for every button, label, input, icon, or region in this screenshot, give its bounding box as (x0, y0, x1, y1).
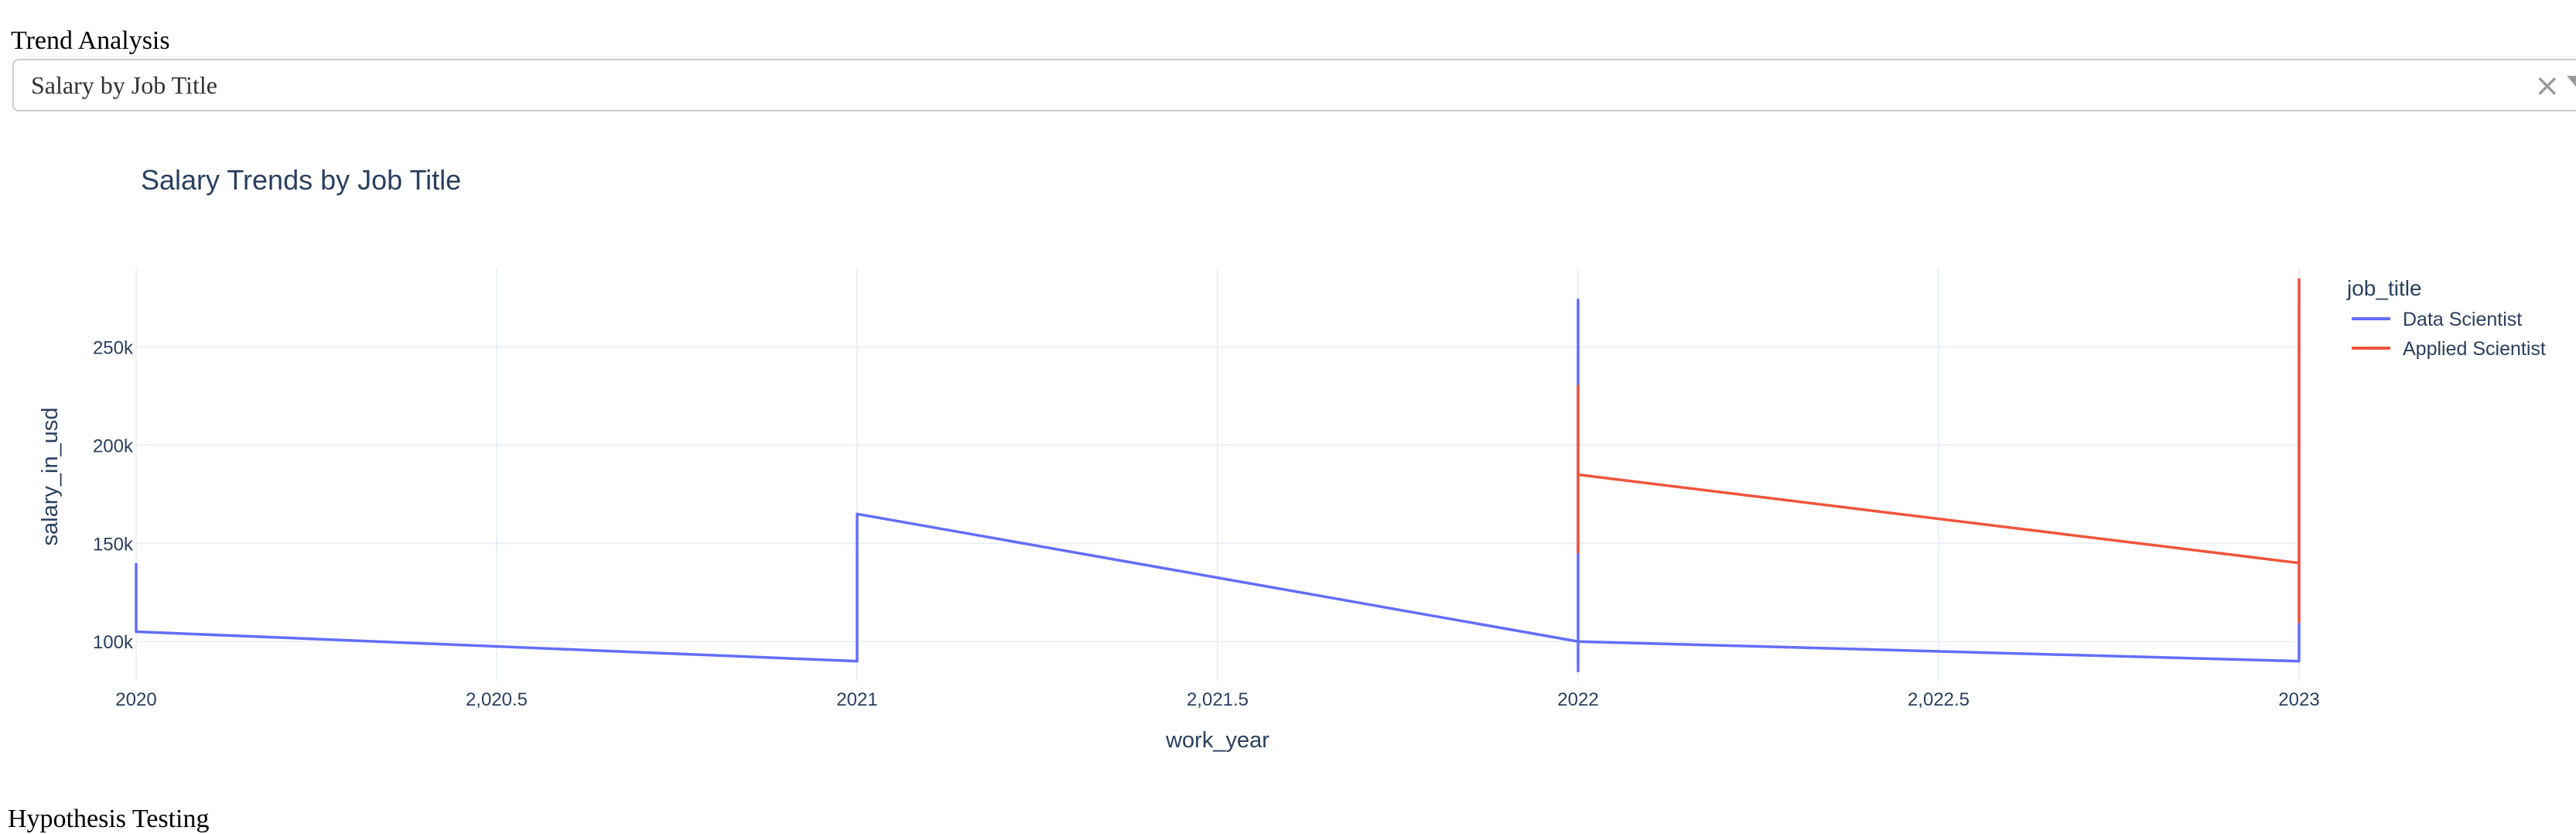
x-tick-label: 2021 (836, 689, 877, 710)
y-tick-label: 250k (93, 338, 134, 359)
legend: job_title Data Scientist Applied Scientist (2346, 276, 2546, 360)
x-axis-label: work_year (1165, 728, 1269, 753)
y-axis-label: salary_in_usd (38, 408, 63, 546)
dropdown-selected-value: Salary by Job Title (31, 71, 217, 99)
x-tick-label: 2,022.5 (1908, 689, 1970, 710)
x-tick-label: 2,020.5 (466, 689, 528, 710)
x-tick-label: 2,021.5 (1187, 689, 1249, 710)
chevron-down-icon[interactable] (2567, 76, 2576, 87)
section-label: Trend Analysis (11, 26, 170, 55)
x-tick-label: 2020 (115, 689, 156, 710)
legend-item[interactable]: Data Scientist (2403, 309, 2522, 330)
clear-icon[interactable]: × (2534, 68, 2561, 104)
legend-item[interactable]: Applied Scientist (2403, 338, 2546, 360)
x-tick-label: 2022 (1557, 689, 1598, 710)
x-tick-label: 2023 (2278, 689, 2319, 710)
legend-title: job_title (2346, 276, 2422, 300)
y-tick-label: 200k (93, 436, 134, 456)
chart-title: Salary Trends by Job Title (141, 164, 462, 196)
y-tick-label: 150k (93, 534, 134, 555)
grid-lines (135, 268, 2300, 681)
series-line (1577, 278, 2301, 624)
line-chart: 2020 2,020.5 2021 2,021.5 2022 2,022.5 2023 100… (38, 268, 2546, 753)
chart-selector-dropdown[interactable]: Salary by Job Title × (12, 59, 2576, 111)
axis-ticks: 2020 2,020.5 2021 2,021.5 2022 2,022.5 2023 100… (93, 338, 2320, 710)
series-lines (135, 278, 2301, 673)
next-section-label: Hypothesis Testing (8, 805, 210, 833)
y-tick-label: 100k (93, 632, 134, 653)
